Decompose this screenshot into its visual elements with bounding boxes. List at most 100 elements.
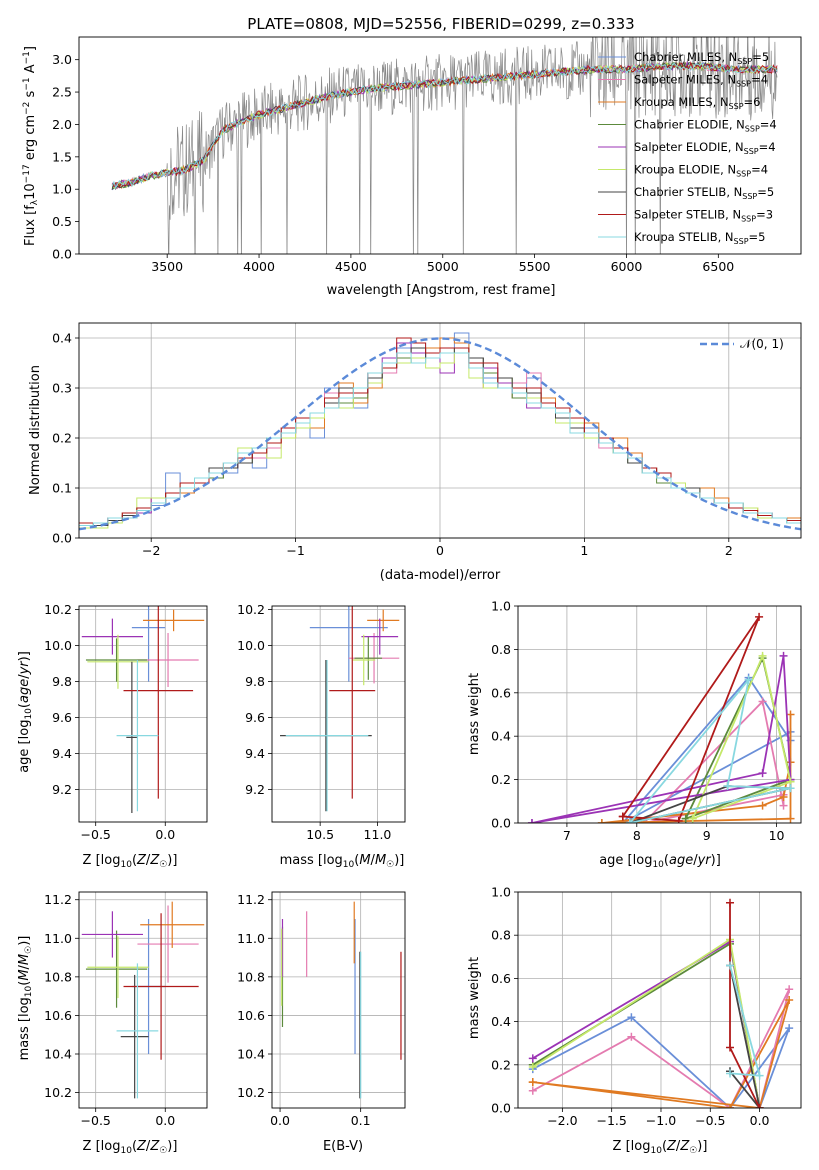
spectrum-plot-area [111, 37, 778, 254]
spectrum-ylabel: Flux [fλ10−17 erg cm−2 s−1 A−1] [22, 46, 40, 246]
errorbar-point [137, 905, 199, 983]
spectrum-legend-label: Chabrier MILES, NSSP=5 [634, 50, 769, 66]
weight-marker [726, 961, 735, 970]
weight_vs_age-ytick-label: 0.6 [491, 685, 511, 700]
mass_vs_Z-ytick-label: 10.2 [44, 1085, 72, 1100]
weight_vs_age-ytick-label: 1.0 [491, 599, 511, 614]
figure-title: PLATE=0808, MJD=52556, FIBERID=0299, z=0… [247, 15, 634, 33]
spectrum-legend-label: Chabrier ELODIE, NSSP=4 [634, 118, 777, 134]
weight-marker [786, 784, 795, 793]
weight-marker [528, 1078, 537, 1087]
errorbar-point [137, 633, 199, 687]
spectrum-xtick-label: 6000 [611, 259, 643, 274]
age_vs_mass-ytick-label: 10.2 [237, 602, 265, 617]
errorbar-point [361, 618, 399, 655]
mass_vs_ebv-ytick-label: 10.6 [237, 1008, 265, 1023]
mass_vs_Z-plot-area [81, 901, 205, 1099]
weight_vs_Z-ytick-label: 0.4 [491, 1014, 511, 1029]
spectrum-ytick-label: 1.5 [52, 149, 72, 164]
mass_vs_ebv-ytick-label: 10.2 [237, 1085, 265, 1100]
spectrum-frame [78, 36, 802, 255]
weight-vs-z-panel: Z [log10(Z/Z☉)] mass weight [467, 957, 707, 1156]
mass-vs-ebv-panel: E(B-V) [323, 1139, 363, 1154]
weight_vs_Z-ytick-label: 0.6 [491, 971, 511, 986]
weight-marker [755, 1071, 764, 1080]
age_vs_Z-ytick-label: 10.0 [44, 638, 72, 653]
weight-marker [674, 816, 683, 823]
spectrum-model-line [111, 61, 778, 189]
age_vs_Z-ytick-label: 9.8 [52, 674, 72, 689]
weight-marker [758, 697, 767, 706]
age_vs_Z-xtick-label: 0.0 [155, 827, 175, 842]
weight_vs_age-frame [517, 605, 802, 824]
age-vs-z-xlabel: Z [log10(Z/Z☉)] [83, 853, 178, 870]
residuals-ytick-label: 0.4 [52, 331, 72, 346]
normal-legend-label: 𝒩(0, 1) [740, 337, 784, 351]
residual-histogram-step [79, 352, 801, 526]
mass_vs_Z-xtick-label: −0.5 [81, 1113, 111, 1128]
weight-marker [755, 612, 764, 621]
age-vs-mass-panel: mass [log10(M/M☉)] [280, 853, 405, 870]
weight-vs-age-panel: age [log10(age/yr)] mass weight [467, 673, 721, 870]
age_vs_Z-frame [78, 605, 208, 823]
age_vs_Z-xtick-label: −0.5 [81, 827, 111, 842]
weight_vs_Z-xtick-label: −0.5 [695, 1113, 725, 1128]
weight-marker [528, 1062, 537, 1071]
errorbar-point [116, 963, 159, 1099]
weight_vs_Z-ytick-label: 0.0 [491, 1101, 511, 1116]
age-vs-mass-xlabel: mass [log10(M/M☉)] [280, 853, 405, 870]
errorbar-point [123, 913, 199, 1060]
errorbar-point [140, 901, 205, 948]
spectrum-observed-line [111, 37, 778, 254]
spectrum-legend-label: Kroupa STELIB, NSSP=5 [634, 230, 765, 246]
weight_vs_Z-ytick-label: 1.0 [491, 885, 511, 900]
spectrum-ytick-label: 0.0 [52, 247, 72, 262]
mass_vs_ebv-xtick-label: 0.0 [270, 1113, 290, 1128]
weight-marker [785, 1024, 794, 1033]
weight-vs-z-xlabel: Z [log10(Z/Z☉)] [613, 1139, 708, 1156]
spectrum-xlabel: wavelength [Angstrom, rest frame] [327, 283, 556, 298]
weight-line [532, 942, 761, 1108]
spectrum-legend-label: Chabrier STELIB, NSSP=5 [634, 185, 774, 201]
residuals-xtick-label: 0 [436, 543, 444, 558]
mass-vs-z-panel: Z [log10(Z/Z☉)] mass [log10(M/M☉)] [17, 936, 177, 1156]
weight-line [729, 965, 761, 1077]
age_vs_mass-axes: 10.5 11.0 9.2 9.4 9.6 9.8 10.0 10.2 [237, 602, 406, 842]
errorbar-point [116, 660, 159, 812]
spectrum-xtick-label: 5000 [427, 259, 459, 274]
weight-marker [597, 819, 606, 823]
weight-marker [627, 1032, 636, 1041]
weight-line [532, 940, 761, 1108]
weight-marker [779, 651, 788, 660]
errorbar-point [309, 606, 388, 682]
weight-marker [726, 1043, 735, 1052]
weight-marker [726, 898, 735, 907]
age_vs_Z-ytick-label: 9.2 [52, 782, 72, 797]
mass_vs_Z-xtick-label: 0.0 [155, 1113, 175, 1128]
spectrum-xtick-label: 3500 [151, 259, 183, 274]
age_vs_mass-xtick-label: 11.0 [364, 827, 392, 842]
mass_vs_ebv-axes: 0.0 0.1 10.2 10.4 10.6 10.8 11.0 11.2 [237, 891, 406, 1128]
weight_vs_Z-frame [517, 891, 802, 1109]
weight-marker [726, 1104, 735, 1108]
weight-marker [779, 801, 788, 810]
weight_vs_age-xtick-label: 7 [563, 828, 571, 843]
weight-marker [726, 1069, 735, 1078]
weight_vs_Z-xtick-label: −1.5 [596, 1113, 626, 1128]
errorbar-point [285, 660, 369, 812]
errorbar-point [120, 974, 149, 1099]
mass_vs_Z-ytick-label: 11.2 [44, 892, 72, 907]
weight_vs_age-ytick-label: 0.4 [491, 729, 511, 744]
weight_vs_Z-ytick-label: 0.8 [491, 928, 511, 943]
age_vs_Z-ytick-label: 9.4 [52, 746, 72, 761]
weight-marker [758, 801, 767, 810]
age_vs_Z-axes: −0.5 0.0 9.2 9.4 9.6 9.8 10.0 10.2 [44, 602, 208, 842]
chart-marks: 3500 4000 4500 5000 5500 6000 6500 0.0 0.5 1.0 1.5… [44, 36, 802, 1128]
residuals-xlabel: (data-model)/error [380, 568, 501, 583]
weight-marker [744, 675, 753, 684]
mass_vs_ebv-frame [271, 891, 406, 1109]
weight-marker [627, 1013, 636, 1022]
mass-vs-ebv-xlabel: E(B-V) [323, 1139, 363, 1154]
mass-vs-z-ylabel: mass [log10(M/M☉)] [17, 936, 34, 1061]
